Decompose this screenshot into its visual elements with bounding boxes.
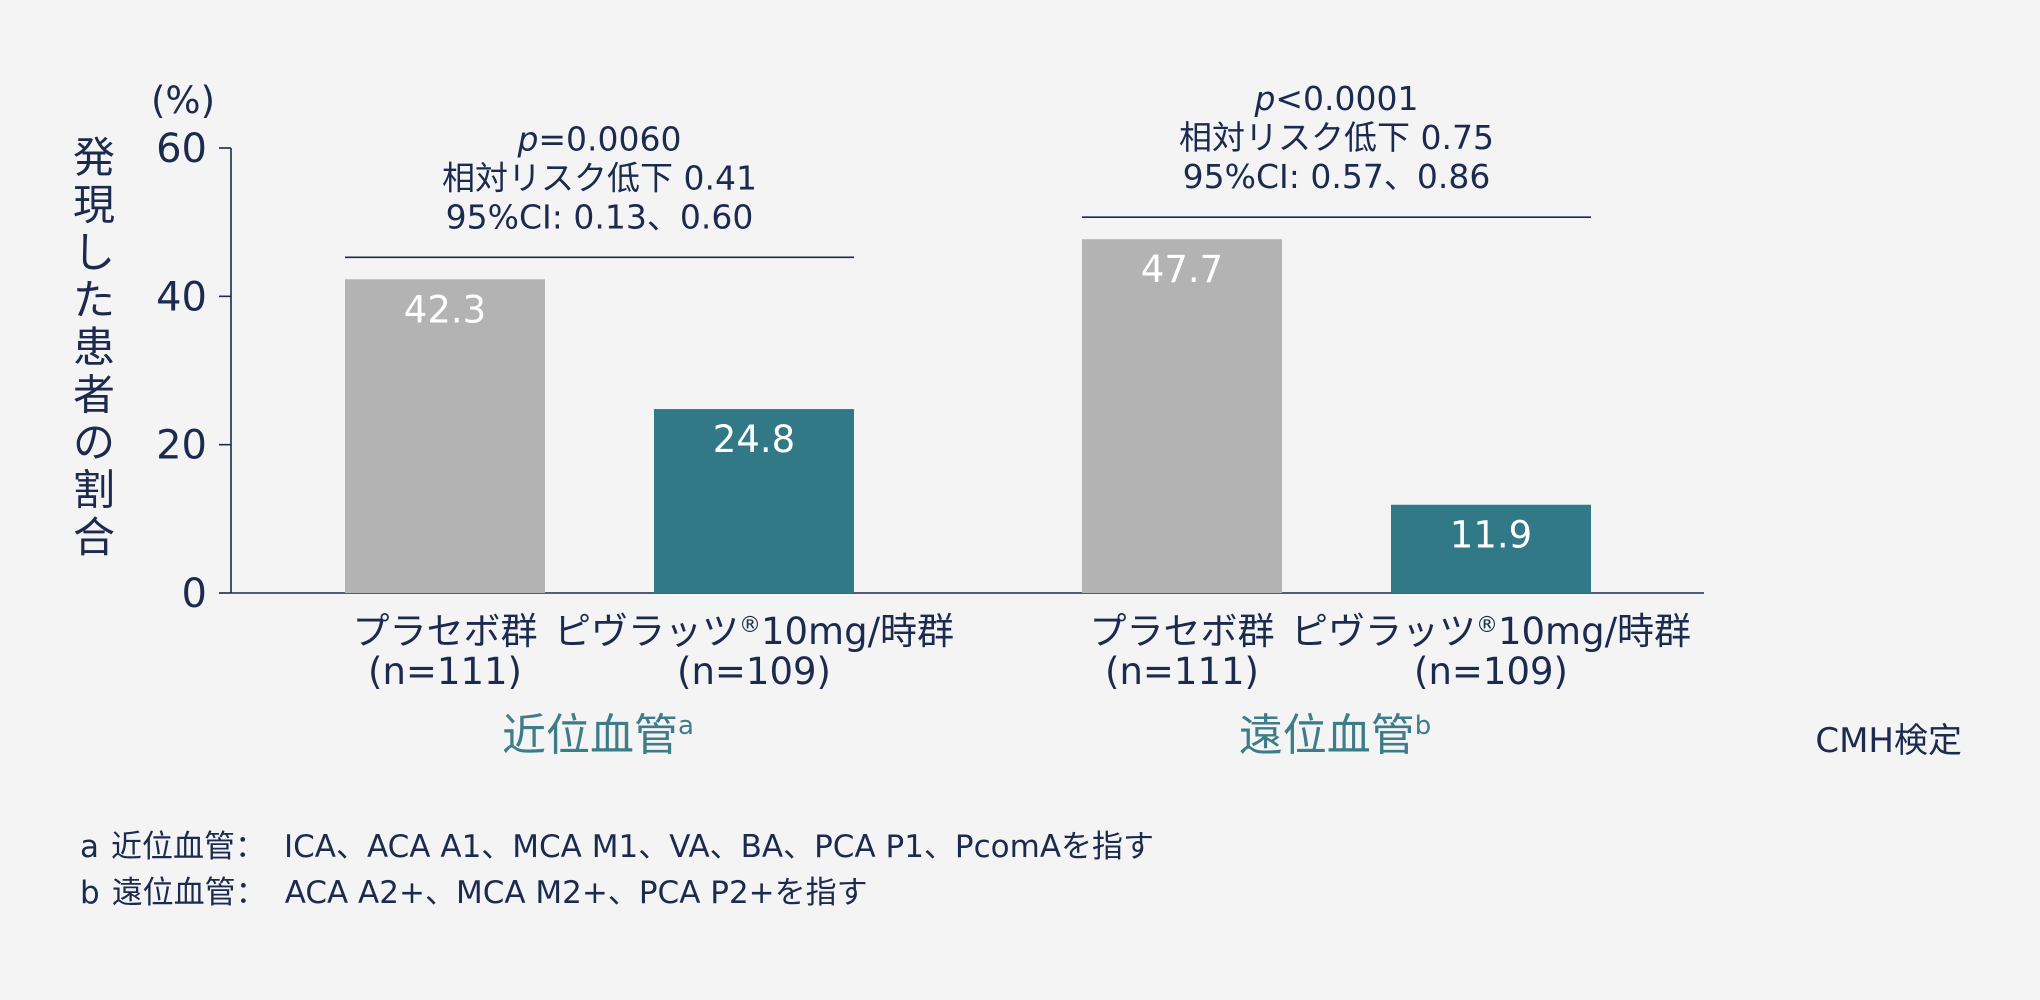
ci-label: 95%CI: 0.57、0.86 [1183, 157, 1491, 196]
category-n-label: (n=109) [677, 650, 831, 693]
bar-value-label: 42.3 [404, 288, 486, 331]
footnote-term: 遠位血管： [111, 875, 267, 911]
footnotes: a 近位血管： ICA、ACA A1、MCA M1、VA、BA、PCA P1、Pco… [80, 824, 1154, 916]
bar-treatment [654, 409, 854, 593]
category-label: ピヴラッツ®10mg/時群 [1291, 610, 1691, 653]
category-n-label: (n=109) [1414, 650, 1568, 693]
footnote-text: ACA A2+、MCA M2+、PCA P2+を指す [284, 875, 868, 911]
p-value-label: p<0.0001 [1253, 79, 1418, 118]
test-note: CMH検定 [1815, 721, 1962, 761]
ci-label: 95%CI: 0.13、0.60 [446, 197, 754, 236]
category-label: ピヴラッツ®10mg/時群 [554, 610, 954, 653]
category-n-label: (n=111) [368, 650, 522, 693]
y-tick-label: 60 [156, 126, 207, 172]
bar-value-label: 11.9 [1450, 514, 1532, 557]
footnote-letter: a [80, 829, 99, 865]
footnote-letter: b [80, 875, 100, 911]
y-tick-label: 20 [156, 423, 207, 469]
footnote-a: a 近位血管： ICA、ACA A1、MCA M1、VA、BA、PCA P1、Pco… [80, 824, 1154, 870]
bar-value-label: 24.8 [713, 418, 795, 461]
y-unit-label: (%) [151, 79, 215, 122]
group-label: 遠位血管b [1239, 710, 1432, 761]
relative-risk-label: 相対リスク低下 0.75 [1179, 118, 1494, 157]
p-value-label: p=0.0060 [516, 119, 681, 158]
group-label: 近位血管a [502, 710, 694, 761]
y-tick-label: 40 [156, 274, 207, 320]
relative-risk-label: 相対リスク低下 0.41 [442, 158, 757, 197]
footnote-term: 近位血管： [111, 829, 266, 865]
bar-placebo [345, 279, 545, 593]
footnote-text: ICA、ACA A1、MCA M1、VA、BA、PCA P1、PcomAを指す [284, 829, 1155, 865]
bar-treatment [1391, 504, 1591, 593]
category-label: プラセボ群 [1090, 610, 1275, 653]
bar-value-label: 47.7 [1141, 248, 1223, 291]
footnote-b: b 遠位血管： ACA A2+、MCA M2+、PCA P2+を指す [80, 870, 1154, 916]
bar-placebo [1082, 239, 1282, 593]
y-tick-label: 0 [182, 571, 207, 617]
category-label: プラセボ群 [353, 610, 538, 653]
y-axis-label: 発現した患者の割合 [73, 133, 117, 562]
category-n-label: (n=111) [1105, 650, 1259, 693]
